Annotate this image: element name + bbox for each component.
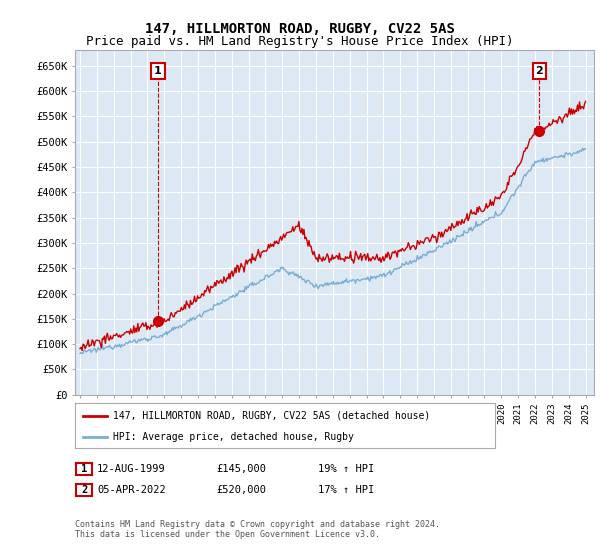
Text: 147, HILLMORTON ROAD, RUGBY, CV22 5AS (detached house): 147, HILLMORTON ROAD, RUGBY, CV22 5AS (d… xyxy=(113,410,430,421)
Text: 12-AUG-1999: 12-AUG-1999 xyxy=(97,464,166,474)
Text: 1: 1 xyxy=(81,464,87,474)
Text: 17% ↑ HPI: 17% ↑ HPI xyxy=(318,485,374,495)
Text: 147, HILLMORTON ROAD, RUGBY, CV22 5AS: 147, HILLMORTON ROAD, RUGBY, CV22 5AS xyxy=(145,22,455,36)
Text: £520,000: £520,000 xyxy=(216,485,266,495)
Text: 19% ↑ HPI: 19% ↑ HPI xyxy=(318,464,374,474)
Text: Contains HM Land Registry data © Crown copyright and database right 2024.
This d: Contains HM Land Registry data © Crown c… xyxy=(75,520,440,539)
Text: 2: 2 xyxy=(535,66,543,76)
Text: 1: 1 xyxy=(154,66,162,76)
Text: Price paid vs. HM Land Registry's House Price Index (HPI): Price paid vs. HM Land Registry's House … xyxy=(86,35,514,48)
Text: £145,000: £145,000 xyxy=(216,464,266,474)
Text: 05-APR-2022: 05-APR-2022 xyxy=(97,485,166,495)
Text: HPI: Average price, detached house, Rugby: HPI: Average price, detached house, Rugb… xyxy=(113,432,353,442)
Text: 2: 2 xyxy=(81,485,87,495)
